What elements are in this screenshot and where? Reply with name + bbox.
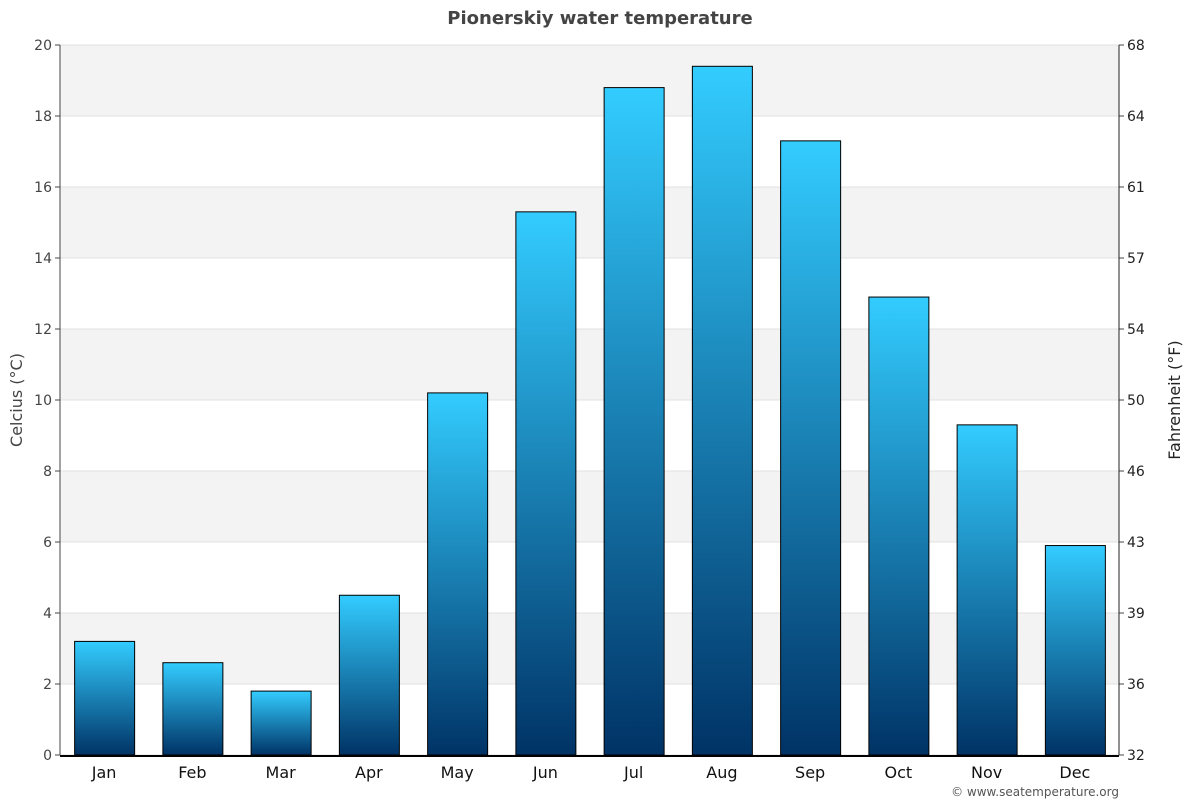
y-tick-label-right: 57 [1127, 251, 1145, 267]
y-tick-label-right: 54 [1127, 322, 1145, 338]
x-tick-label: Mar [266, 763, 297, 782]
x-tick-label: Nov [971, 763, 1002, 782]
y-tick-label-right: 64 [1127, 109, 1145, 125]
y-tick-label-left: 20 [34, 38, 52, 54]
bar-dec [1044, 545, 1106, 756]
y-tick-label-right: 36 [1127, 677, 1145, 693]
y-tick-label-left: 14 [34, 251, 52, 267]
y-tick-label-right: 46 [1127, 464, 1145, 480]
y-axis-label-right: Fahrenheit (°F) [1165, 340, 1184, 459]
credit: © www.seatemperature.org [951, 785, 1119, 799]
y-tick-label-left: 6 [43, 535, 52, 551]
y-tick-label-left: 18 [34, 109, 52, 125]
grid-band [60, 187, 1119, 258]
y-tick-label-right: 32 [1127, 748, 1145, 764]
chart-title: Pionerskiy water temperature [447, 8, 752, 29]
grid-band [60, 613, 1119, 684]
x-tick-label: Oct [885, 763, 913, 782]
bar-jul [603, 87, 665, 756]
bar-mar [250, 690, 312, 756]
bar-jan [74, 640, 136, 756]
x-tick-label: Jan [91, 763, 117, 782]
bar-jun [515, 211, 577, 756]
x-tick-label: May [441, 763, 474, 782]
y-tick-label-right: 68 [1127, 38, 1145, 54]
bar-may [427, 392, 489, 756]
y-tick-label-left: 8 [43, 464, 52, 480]
x-tick-label: Apr [355, 763, 383, 782]
y-tick-label-left: 2 [43, 677, 52, 693]
bar-oct [868, 296, 930, 756]
y-tick-label-right: 43 [1127, 535, 1145, 551]
x-tick-label: Feb [178, 763, 206, 782]
y-tick-label-left: 12 [34, 322, 52, 338]
x-tick-label: Dec [1059, 763, 1090, 782]
bar-feb [162, 662, 224, 756]
y-axis-label-left: Celcius (°C) [7, 353, 26, 447]
bar-nov [956, 424, 1018, 756]
y-tick-label-left: 16 [34, 180, 52, 196]
grid-band [60, 329, 1119, 400]
grid-band [60, 471, 1119, 542]
x-tick-label: Jul [623, 763, 643, 782]
grid-band [60, 45, 1119, 116]
y-tick-label-left: 0 [43, 748, 52, 764]
x-tick-label: Jun [532, 763, 558, 782]
x-tick-label: Sep [795, 763, 825, 782]
y-tick-label-left: 10 [34, 393, 52, 409]
bar-apr [338, 594, 400, 756]
bar-aug [691, 65, 753, 756]
y-tick-label-right: 39 [1127, 606, 1145, 622]
y-tick-label-right: 50 [1127, 393, 1145, 409]
y-tick-label-right: 61 [1127, 180, 1145, 196]
x-tick-label: Aug [706, 763, 737, 782]
bar-sep [780, 140, 842, 756]
y-tick-label-left: 4 [43, 606, 52, 622]
